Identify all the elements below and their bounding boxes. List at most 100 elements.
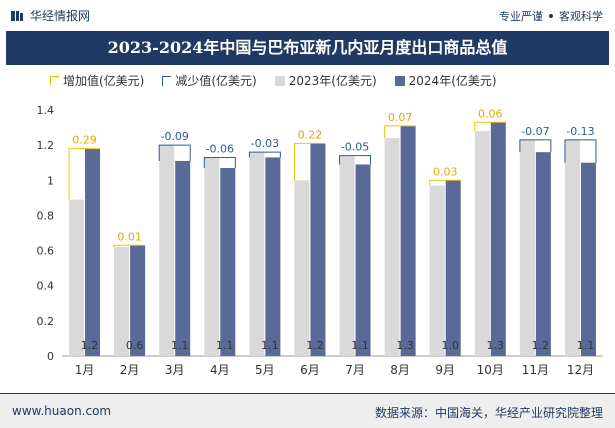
- legend-increase: 增加值(亿美元): [50, 72, 144, 89]
- legend-2023: 2023年(亿美元): [274, 72, 377, 89]
- y-tick-label: 1.4: [37, 104, 55, 117]
- x-tick-label: 10月: [477, 363, 504, 377]
- x-tick-label: 11月: [522, 363, 549, 377]
- decrease-value-label: -0.13: [566, 125, 594, 138]
- increase-bracket: [113, 244, 146, 248]
- bar-2023: [294, 180, 310, 356]
- bar-2024: [175, 160, 191, 356]
- y-tick-label: 1.2: [37, 139, 55, 152]
- legend: 增加值(亿美元) 减少值(亿美元) 2023年(亿美元) 2024年(亿美元): [50, 72, 497, 89]
- x-tick-label: 9月: [435, 363, 455, 377]
- brand-logo-icon: [11, 10, 23, 21]
- x-tick-label: 3月: [165, 363, 185, 377]
- footer: www.huaon.com 数据来源：中国海关，华经产业研究院整理: [0, 393, 615, 428]
- bar-value-label: 1.1: [351, 339, 369, 352]
- bar-value-label: 1.3: [396, 339, 414, 352]
- bar-2024: [310, 143, 326, 356]
- website-label: www.huaon.com: [12, 404, 112, 418]
- increase-value-label: 0.07: [388, 111, 413, 124]
- bar-2024: [85, 148, 101, 356]
- chart-title: 2023-2024年中国与巴布亚新几内亚月度出口商品总值: [107, 38, 508, 57]
- y-tick-label: 0.4: [37, 280, 55, 293]
- brand-name: 华经情报网: [30, 9, 91, 23]
- decrease-bracket: [564, 139, 597, 163]
- bar-value-label: 0.6: [126, 339, 144, 352]
- x-tick-label: 4月: [210, 363, 230, 377]
- decrease-value-label: -0.05: [341, 141, 369, 154]
- increase-bracket: [293, 142, 326, 181]
- data-source: 数据来源：中国海关，华经产业研究院整理: [374, 406, 603, 420]
- increase-value-label: 0.01: [117, 230, 142, 243]
- bar-2023: [339, 155, 355, 356]
- decrease-bracket: [248, 151, 281, 158]
- legend-2023-label: 2023年(亿美元): [288, 74, 377, 88]
- decrease-value-label: -0.03: [251, 137, 279, 150]
- increase-bracket: [429, 179, 461, 186]
- bar-2024: [265, 157, 281, 356]
- bar-2024: [490, 122, 506, 356]
- decrease-value-label: -0.06: [206, 142, 234, 155]
- legend-2024: 2024年(亿美元): [394, 72, 497, 89]
- y-tick-label: 0.8: [37, 209, 55, 222]
- legend-decrease-swatch: [162, 75, 172, 86]
- x-tick-label: 1月: [75, 363, 95, 377]
- legend-increase-label: 增加值(亿美元): [63, 74, 145, 88]
- increase-value-label: 0.22: [298, 128, 323, 141]
- bar-value-label: 1.0: [441, 339, 459, 352]
- bar-value-label: 1.2: [306, 339, 324, 352]
- legend-decrease: 减少值(亿美元): [162, 72, 257, 89]
- bar-2024: [355, 164, 371, 356]
- x-tick-label: 7月: [345, 363, 365, 377]
- y-tick-label: 1: [47, 174, 54, 187]
- legend-2023-swatch: [274, 75, 285, 86]
- increase-bracket: [384, 125, 416, 139]
- bar-chart: 0 0.2 0.4 0.6 0.8 1 1.2 1.4 0.29 1.2 1月 0.01 0.6 2月 -0…: [37, 104, 603, 377]
- bar-2023: [519, 139, 535, 356]
- x-tick-label: 6月: [300, 363, 320, 377]
- bar-value-label: 1.2: [532, 339, 550, 352]
- title-bar: 2023-2024年中国与巴布亚新几内亚月度出口商品总值: [6, 31, 609, 65]
- bar-2023: [204, 157, 220, 356]
- top-bar: 华经情报网 专业严谨 客观科学: [0, 0, 615, 30]
- bar-2024: [400, 125, 416, 356]
- bar-value-label: 1.3: [487, 339, 505, 352]
- x-tick-label: 12月: [567, 363, 594, 377]
- decrease-value-label: -0.07: [521, 125, 549, 138]
- bar-2024: [220, 167, 236, 356]
- legend-2024-label: 2024年(亿美元): [408, 74, 497, 88]
- bar-value-label: 1.1: [216, 339, 234, 352]
- bar-2023: [69, 199, 85, 356]
- bar-2023: [474, 131, 490, 356]
- increase-bracket: [474, 121, 506, 132]
- bar-2023: [114, 247, 130, 356]
- bar-2024: [445, 180, 461, 356]
- slogan: 专业严谨 客观科学: [499, 8, 603, 24]
- y-tick-label: 0.6: [37, 245, 55, 258]
- bar-value-label: 1.1: [261, 339, 279, 352]
- x-tick-label: 8月: [390, 363, 410, 377]
- bar-2023: [429, 185, 445, 356]
- decrease-bracket: [519, 139, 552, 153]
- bar-value-label: 1.1: [577, 339, 595, 352]
- slogan-1: 专业严谨: [499, 10, 543, 23]
- increase-value-label: 0.03: [433, 165, 458, 178]
- y-tick-label: 0: [47, 350, 54, 363]
- y-tick-label: 0.2: [37, 315, 55, 328]
- increase-value-label: 0.29: [72, 134, 97, 147]
- bar-2024: [535, 152, 551, 356]
- increase-bracket: [68, 148, 101, 200]
- brand: 华经情报网: [10, 7, 90, 24]
- decrease-value-label: -0.09: [160, 130, 188, 143]
- bar-value-label: 1.1: [171, 339, 189, 352]
- separator-dot-icon: [549, 14, 553, 18]
- bar-2024: [580, 162, 596, 356]
- bar-value-label: 1.2: [81, 339, 99, 352]
- x-tick-label: 5月: [255, 363, 275, 377]
- x-tick-label: 2月: [120, 363, 140, 377]
- bar-2024: [130, 245, 146, 356]
- bar-2023: [564, 139, 580, 356]
- decrease-bracket: [158, 144, 191, 161]
- decrease-bracket: [203, 156, 236, 168]
- legend-2024-swatch: [394, 75, 405, 86]
